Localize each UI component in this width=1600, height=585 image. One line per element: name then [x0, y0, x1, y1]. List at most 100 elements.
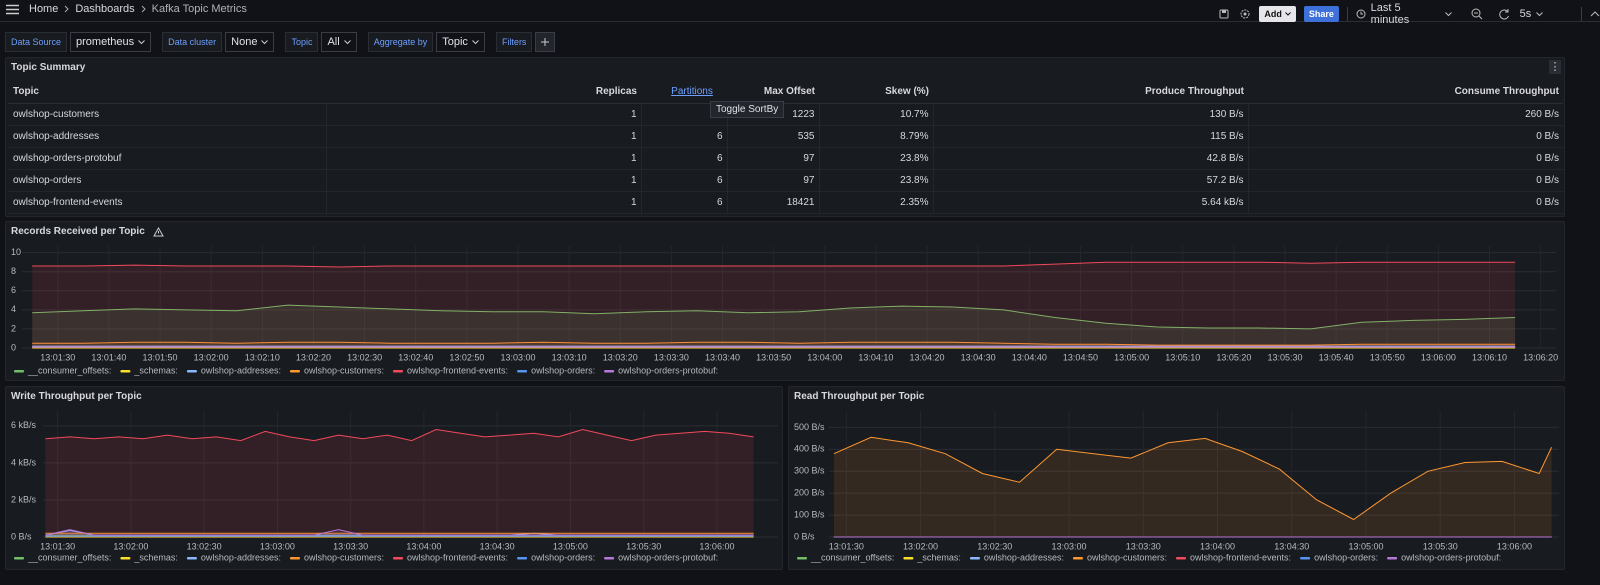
- x-tick-label: 13:02:00: [903, 541, 938, 551]
- refresh-picker[interactable]: 5s: [1520, 8, 1544, 20]
- settings-icon[interactable]: [1238, 8, 1252, 20]
- legend-label[interactable]: owlshop-orders:: [1314, 552, 1378, 562]
- table-cell: 6: [641, 125, 728, 148]
- legend-swatch: [517, 557, 528, 560]
- legend-label[interactable]: owlshop-frontend-events:: [407, 552, 508, 562]
- table-cell: owlshop-frontend-events: [8, 191, 327, 214]
- legend-swatch: [1072, 557, 1083, 560]
- zoom-out-icon[interactable]: [1470, 8, 1484, 20]
- legend-label[interactable]: owlshop-customers:: [304, 552, 384, 562]
- legend-label[interactable]: owlshop-customers:: [1087, 552, 1167, 562]
- table-cell: 535: [727, 125, 820, 148]
- legend-label[interactable]: __consumer_offsets:: [27, 552, 111, 562]
- save-icon[interactable]: [1218, 8, 1230, 20]
- column-header: Skew (%): [819, 81, 933, 104]
- table-cell: 260 B/s: [1248, 103, 1563, 126]
- menu-icon[interactable]: [6, 4, 19, 15]
- legend-label[interactable]: owlshop-orders:: [531, 552, 595, 562]
- legend-label[interactable]: _schemas:: [916, 552, 961, 562]
- legend-label[interactable]: owlshop-orders-protobuf:: [618, 552, 718, 562]
- tooltip: Toggle SortBy: [710, 101, 785, 118]
- table-cell: 1: [326, 125, 642, 148]
- x-tick-label: 13:03:20: [603, 352, 638, 362]
- legend-label[interactable]: owlshop-orders-protobuf:: [1401, 552, 1501, 562]
- share-button[interactable]: Share: [1303, 6, 1339, 22]
- legend-swatch: [1300, 557, 1311, 560]
- variable-select[interactable]: None: [225, 32, 275, 52]
- y-tick-label: 4 kB/s: [11, 457, 37, 467]
- legend-label[interactable]: _schemas:: [133, 552, 178, 562]
- crumb[interactable]: Dashboards: [75, 3, 135, 15]
- legend-label[interactable]: _schemas:: [133, 365, 178, 375]
- x-tick-label: 13:04:40: [1012, 352, 1047, 362]
- legend-swatch: [604, 370, 615, 373]
- table-row: owlshop-orders-protobuf 1 6 97 23.8% 42.8 B/s…: [8, 147, 1563, 170]
- chevron: [141, 5, 146, 13]
- series-line: [45, 529, 754, 536]
- legend-label[interactable]: owlshop-addresses:: [984, 552, 1064, 562]
- table-cell: owlshop-orders-protobuf: [8, 147, 327, 170]
- time-picker[interactable]: Last 5 minutes: [1356, 2, 1453, 26]
- legend-label[interactable]: owlshop-frontend-events:: [407, 365, 508, 375]
- collapse-icon[interactable]: [1590, 10, 1600, 18]
- legend-swatch: [393, 370, 403, 373]
- series-line: [32, 304, 1516, 330]
- legend-label[interactable]: owlshop-customers:: [304, 365, 384, 375]
- filters-label[interactable]: Filters: [495, 32, 533, 52]
- x-tick-label: 13:06:20: [1523, 352, 1558, 362]
- x-tick-label: 13:02:50: [449, 352, 484, 362]
- table-cell: 5.64 kB/s: [933, 191, 1249, 214]
- x-tick-label: 13:02:20: [296, 352, 331, 362]
- legend-swatch: [517, 370, 528, 373]
- add-filter-button[interactable]: [535, 32, 556, 52]
- panel-header: Records Received per Topic: [11, 226, 164, 237]
- variable-select[interactable]: Topic: [436, 32, 485, 52]
- y-tick-label: 300 B/s: [794, 466, 825, 476]
- legend-label[interactable]: owlshop-frontend-events:: [1190, 552, 1291, 562]
- table-cell: 8.79%: [819, 125, 934, 148]
- series-area: [32, 305, 1516, 348]
- chart-panel: Records Received per Topic 0 2 4 6 8 10 13:01:…: [5, 221, 1565, 381]
- legend-swatch: [393, 557, 403, 560]
- legend-label[interactable]: owlshop-orders:: [531, 365, 595, 375]
- column-header[interactable]: Partitions: [641, 81, 727, 104]
- y-tick-label: 0 B/s: [794, 531, 815, 541]
- legend-label[interactable]: __consumer_offsets:: [27, 365, 111, 375]
- chevron: [138, 39, 145, 44]
- panel-menu[interactable]: ⋮: [1549, 60, 1561, 74]
- x-tick-label: 13:01:30: [40, 541, 75, 551]
- add-button[interactable]: Add: [1259, 6, 1296, 22]
- time-range: Last 5 minutes: [1370, 2, 1410, 26]
- variable-select[interactable]: prometheus: [70, 32, 152, 52]
- variable-label: Topic: [285, 32, 319, 52]
- legend-swatch: [14, 557, 24, 560]
- table-cell: 1: [326, 169, 642, 192]
- column-header: Max Offset: [727, 81, 819, 104]
- legend-label[interactable]: owlshop-addresses:: [201, 552, 281, 562]
- variable-value: None: [231, 36, 258, 48]
- crumb[interactable]: Home: [29, 3, 59, 15]
- legend-label[interactable]: owlshop-orders-protobuf:: [618, 365, 718, 375]
- x-tick-label: 13:05:00: [1348, 541, 1383, 551]
- legend-label[interactable]: owlshop-addresses:: [201, 365, 281, 375]
- chart: 0 2 4 6 8 10 13:01:30 13:01:40 13:01:50 13:02:00 1…: [11, 246, 1558, 375]
- refresh-icon[interactable]: [1498, 8, 1512, 20]
- legend-swatch: [186, 557, 197, 560]
- x-tick-label: 13:03:10: [552, 352, 587, 362]
- x-tick-label: 13:02:30: [977, 541, 1012, 551]
- y-tick-label: 6: [11, 285, 16, 295]
- table-cell: 1: [326, 191, 642, 214]
- variable-select[interactable]: All: [321, 32, 357, 52]
- series-area: [32, 262, 1516, 348]
- add-label: Add: [1264, 9, 1282, 19]
- table-cell: 1: [326, 103, 642, 126]
- x-tick-label: 13:05:40: [1319, 352, 1354, 362]
- legend-label[interactable]: __consumer_offsets:: [810, 552, 894, 562]
- table-row: owlshop-frontend-events 1 6 18421 2.35% 5.64 …: [8, 191, 1563, 214]
- x-tick-label: 13:03:00: [500, 352, 535, 362]
- warning-icon[interactable]: [152, 226, 164, 237]
- legend-swatch: [604, 557, 615, 560]
- y-tick-label: 200 B/s: [794, 488, 825, 498]
- chart-panel: Read Throughput per Topic 0 B/s 100 B/s 20…: [788, 386, 1565, 570]
